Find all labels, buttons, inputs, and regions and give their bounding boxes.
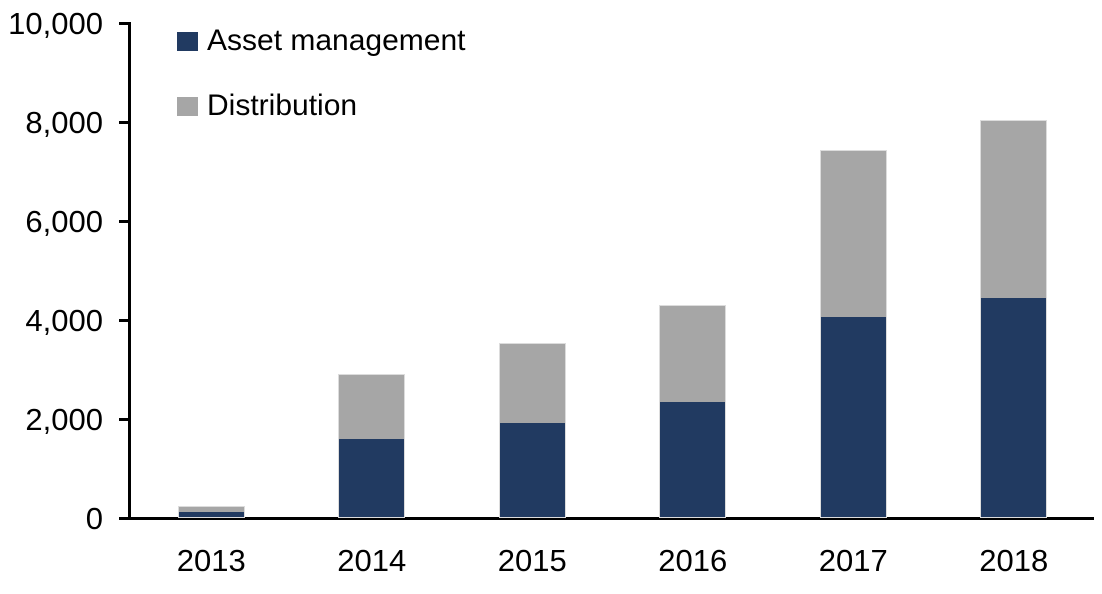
y-tick-10000 [119, 22, 129, 25]
y-tick-label-2000: 2,000 [25, 401, 103, 437]
bar-segment-2016-asset-management [660, 402, 726, 517]
bar-segment-2017-asset-management [820, 316, 886, 517]
x-label-2016: 2016 [658, 543, 728, 578]
bar-2014 [338, 373, 406, 519]
x-label-2014: 2014 [337, 543, 407, 578]
bar-2017 [819, 150, 887, 518]
bar-2016 [659, 305, 727, 518]
y-tick-6000 [119, 220, 129, 223]
bar-2013 [177, 506, 245, 518]
bar-segment-2018-distribution [981, 121, 1047, 299]
x-label-2013: 2013 [176, 543, 246, 578]
y-tick-label-4000: 4,000 [25, 302, 103, 338]
bar-segment-2013-asset-management [178, 512, 244, 517]
y-tick-label-0: 0 [85, 500, 103, 536]
y-tick-0 [119, 517, 129, 520]
legend-label-asset-management: Asset management [207, 24, 466, 57]
bar-segment-2015-asset-management [499, 422, 565, 517]
bar-segment-2017-distribution [820, 151, 886, 317]
x-label-2017: 2017 [818, 543, 888, 578]
y-tick-label-10000: 10,000 [8, 5, 103, 41]
bar-segment-2015-distribution [499, 343, 565, 423]
y-tick-4000 [119, 319, 129, 322]
bar-2015 [498, 342, 566, 519]
plot-area [128, 22, 1094, 520]
bar-2018 [980, 120, 1048, 518]
legend-swatch-asset-management [177, 31, 198, 51]
legend-swatch-distribution [177, 96, 198, 116]
bar-segment-2016-distribution [660, 306, 726, 403]
x-label-2015: 2015 [497, 543, 567, 578]
legend-item-asset-management: Asset management [177, 26, 465, 56]
legend-item-distribution: Distribution [177, 91, 465, 121]
legend-label-distribution: Distribution [207, 89, 358, 122]
y-tick-8000 [119, 121, 129, 124]
legend: Asset management Distribution [177, 26, 465, 156]
y-tick-label-8000: 8,000 [25, 104, 103, 140]
bar-segment-2014-distribution [339, 374, 405, 440]
x-label-2018: 2018 [979, 543, 1049, 578]
bar-segment-2014-asset-management [339, 439, 405, 517]
bar-segment-2013-distribution [178, 507, 244, 513]
bar-segment-2018-asset-management [981, 298, 1047, 517]
y-tick-2000 [119, 418, 129, 421]
y-tick-label-6000: 6,000 [25, 203, 103, 239]
